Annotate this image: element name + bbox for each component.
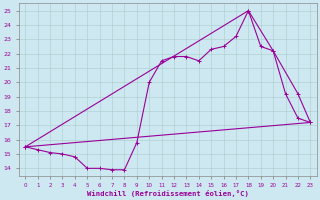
X-axis label: Windchill (Refroidissement éolien,°C): Windchill (Refroidissement éolien,°C) xyxy=(87,190,249,197)
